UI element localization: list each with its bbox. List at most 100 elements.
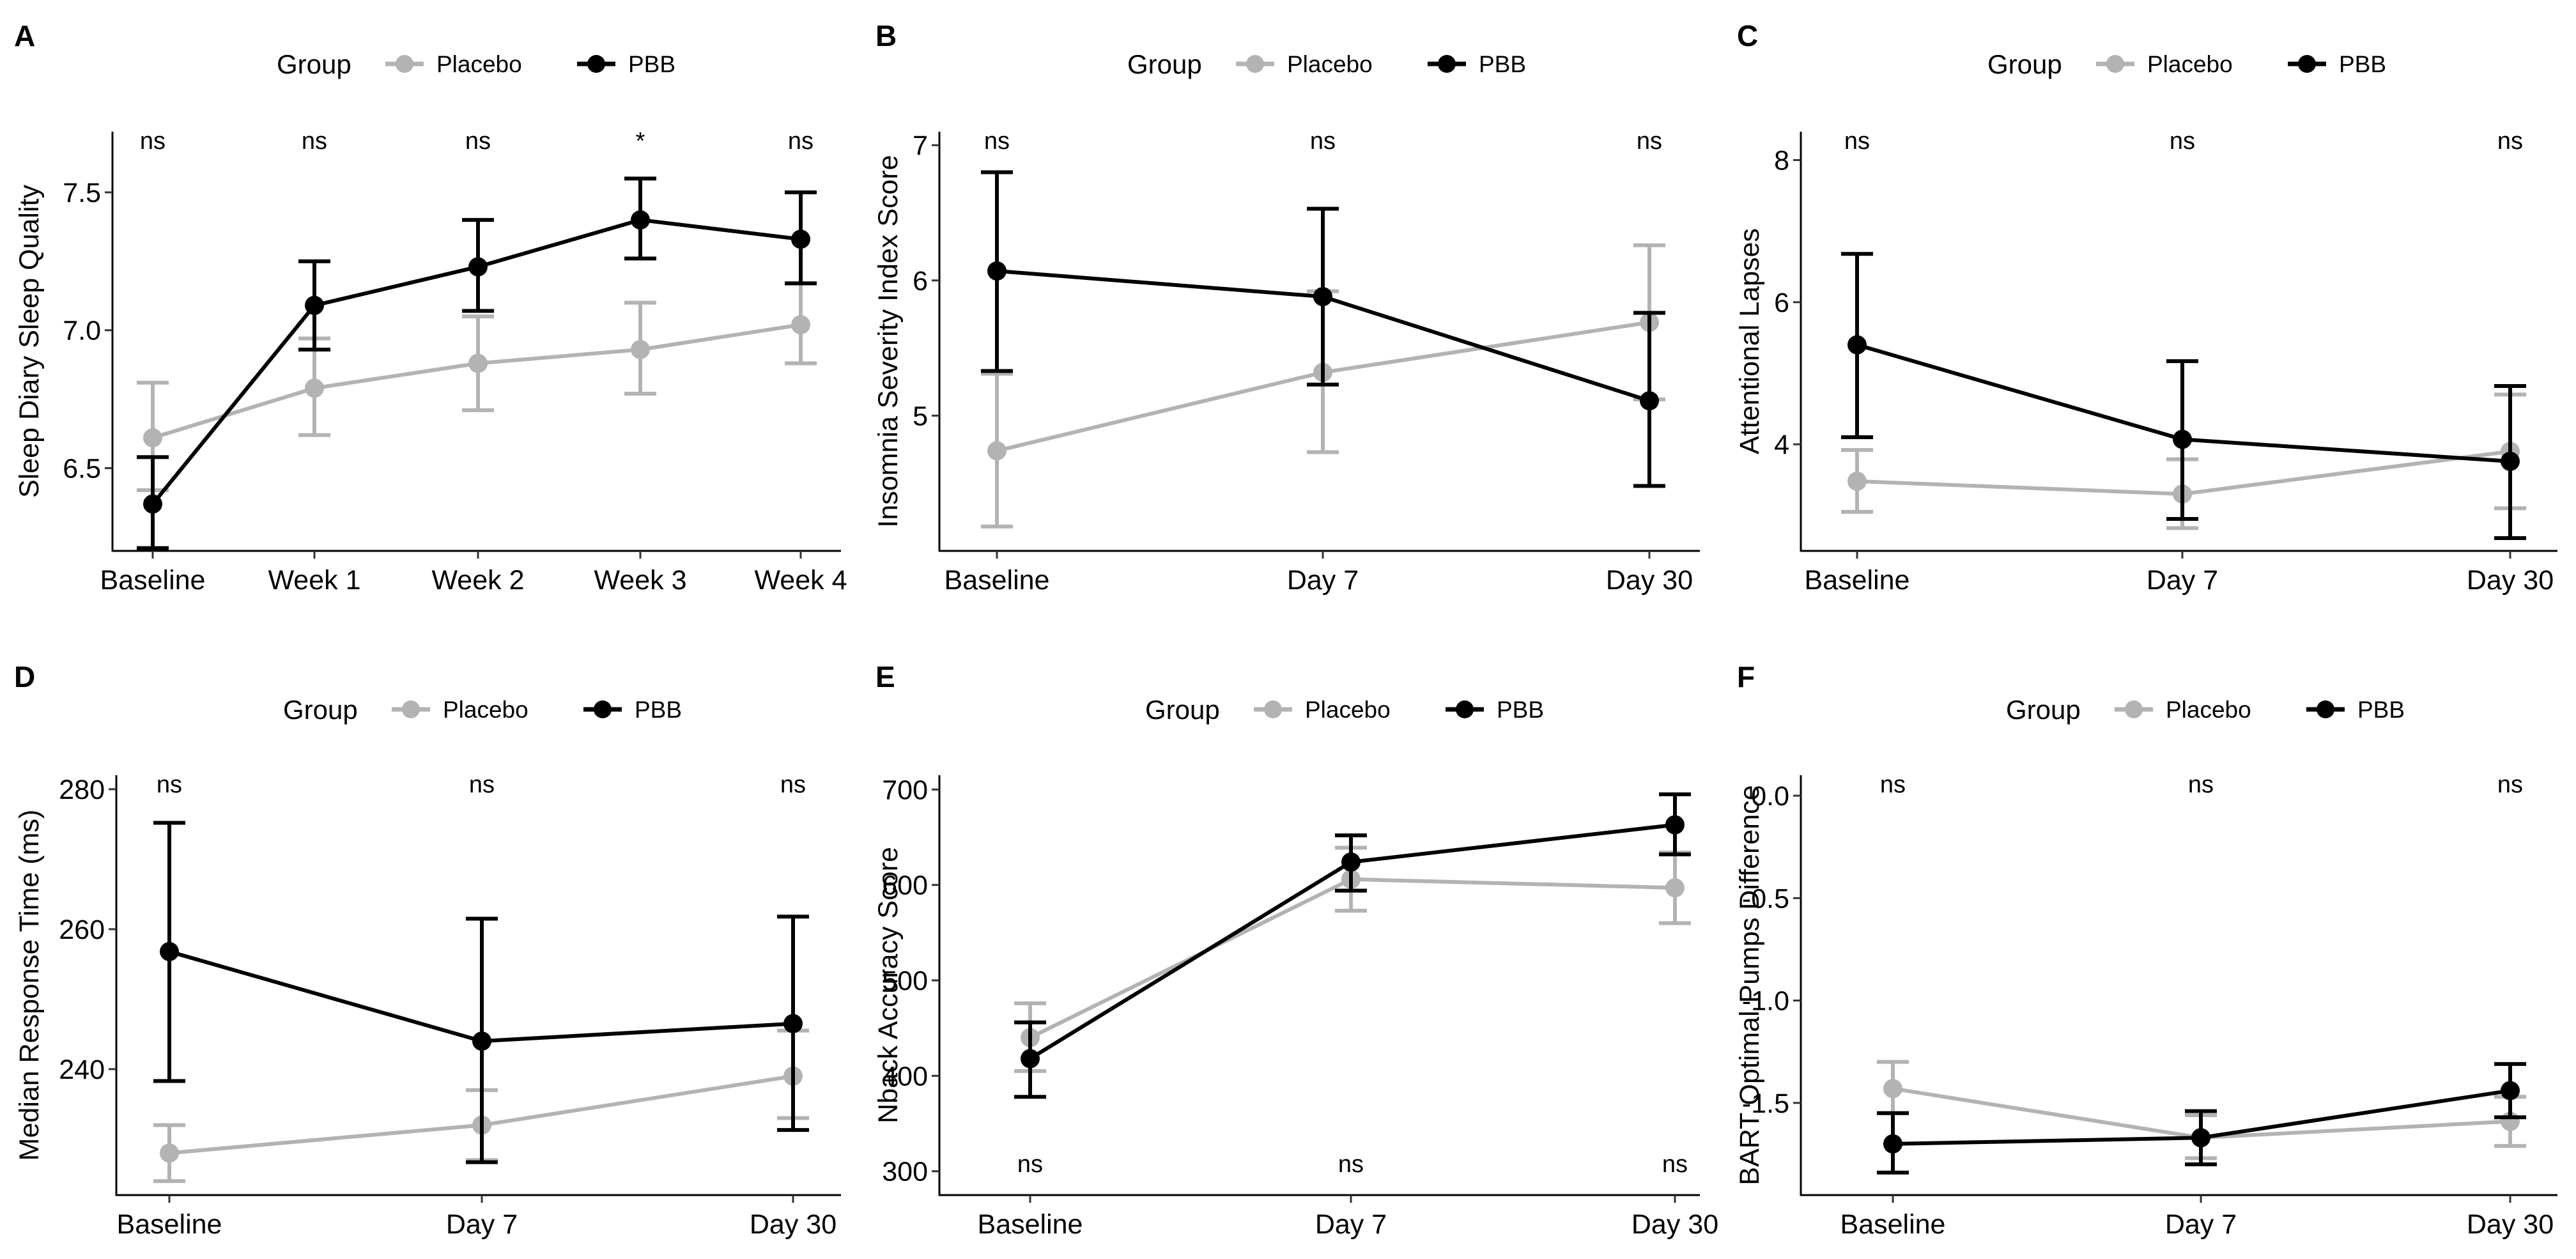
data-point: [472, 1031, 491, 1051]
data-point: [2501, 1081, 2520, 1101]
data-point: [143, 428, 162, 448]
legend-label-placebo: Placebo: [443, 697, 528, 723]
legend-label-placebo: Placebo: [2147, 51, 2233, 77]
y-axis-title: Nback Accuracy Score: [873, 847, 904, 1124]
data-point: [2173, 429, 2192, 449]
panel-d: D Group Placebo PBB 240 260 280 Baseline Day 7 Da…: [14, 660, 841, 1240]
significance-label: ns: [302, 128, 327, 155]
y-tick-label: 7.5: [63, 178, 101, 208]
significance-label: ns: [1844, 128, 1870, 155]
data-point: [1847, 472, 1867, 491]
legend: Group Placebo PBB: [1127, 49, 1526, 79]
significance-label: *: [636, 128, 645, 155]
significance-label: ns: [2497, 771, 2523, 798]
significance-label: ns: [469, 771, 495, 798]
data-point: [1883, 1134, 1902, 1154]
legend-title: Group: [1987, 49, 2062, 79]
x-tick-label: Day 7: [446, 1209, 518, 1240]
significance-label: ns: [984, 128, 1010, 155]
x-tick-label: Week 3: [594, 565, 687, 596]
data-point: [143, 494, 162, 514]
legend-key-marker: [402, 700, 420, 718]
y-tick-label: -1.0: [1742, 986, 1789, 1017]
panel-letter: D: [14, 660, 35, 693]
legend-label-placebo: Placebo: [2166, 697, 2251, 723]
y-tick-label: 600: [882, 870, 928, 901]
legend: Group Placebo PBB: [2006, 695, 2405, 725]
x-tick-label: Day 30: [2467, 1209, 2554, 1240]
x-tick-label: Day 30: [1631, 1209, 1718, 1240]
data-point: [1640, 391, 1659, 411]
series-placebo: [137, 281, 817, 493]
x-tick-label: Day 30: [2467, 565, 2554, 596]
data-point: [783, 1014, 803, 1033]
panel-c: C Group Placebo PBB 4 6 8 Baseline Day 7 Day 30 At…: [1734, 19, 2557, 596]
legend: Group Placebo PBB: [277, 49, 675, 79]
significance-label: ns: [1637, 128, 1662, 155]
data-point: [987, 441, 1006, 461]
panel-letter: B: [875, 19, 897, 52]
x-tick-label: Week 1: [268, 565, 361, 596]
x-tick-label: Day 7: [2147, 565, 2218, 596]
y-tick-label: 8: [1774, 145, 1789, 176]
legend-key-marker: [1246, 55, 1264, 73]
panel-a: A Group Placebo PBB 6.5 7.0 7.5 Baseline Week 1 W…: [14, 19, 847, 596]
legend-title: Group: [1145, 695, 1220, 725]
significance-label: ns: [157, 771, 182, 798]
significance-label: ns: [780, 771, 806, 798]
data-point: [1341, 852, 1361, 872]
data-point: [1883, 1079, 1902, 1099]
y-tick-label: -0.5: [1742, 883, 1789, 914]
series-pbb: [1841, 252, 2526, 540]
y-axis-title: Insomnia Severity Index Score: [873, 155, 904, 527]
significance-label: ns: [1017, 1151, 1043, 1178]
significance-label: ns: [2188, 771, 2214, 798]
series-pbb: [153, 821, 809, 1164]
significance-label: ns: [140, 128, 166, 155]
legend-key-marker: [1264, 700, 1282, 718]
data-point: [1665, 815, 1685, 835]
panel-letter: C: [1737, 19, 1758, 52]
data-point: [987, 261, 1006, 281]
y-tick-label: 300: [882, 1157, 928, 1187]
panel-letter: A: [14, 19, 35, 52]
x-tick-label: Baseline: [1805, 565, 1910, 596]
data-point: [631, 210, 650, 230]
legend-title: Group: [1127, 49, 1202, 79]
panel-b: B Group Placebo PBB 5 6 7 Baseline Day 7 Day 30 In…: [873, 19, 1700, 596]
panel-letter: F: [1737, 660, 1755, 693]
data-point: [160, 1143, 179, 1163]
legend-key-marker: [1456, 700, 1474, 718]
legend-key-marker: [587, 55, 605, 73]
legend: Group Placebo PBB: [283, 695, 682, 725]
y-axis-title: Sleep Diary Sleep Quality: [14, 185, 45, 498]
series-pbb: [1014, 792, 1691, 1099]
legend-key-marker: [2125, 700, 2143, 718]
y-tick-label: 6.5: [63, 454, 101, 484]
y-axis-title: BART Optimal Pumps Difference: [1734, 785, 1765, 1185]
x-tick-label: Baseline: [1840, 1209, 1946, 1240]
legend-key-marker: [594, 700, 612, 718]
panel-f: F Group Placebo PBB -1.5 -1.0 -0.5 0.0 Baseline D…: [1734, 660, 2557, 1240]
x-tick-label: Week 2: [432, 565, 525, 596]
data-point: [468, 257, 488, 277]
x-tick-label: Day 7: [1315, 1209, 1387, 1240]
legend-label-pbb: PBB: [1479, 51, 1526, 77]
legend: Group Placebo PBB: [1987, 49, 2386, 79]
x-tick-label: Day 7: [1287, 565, 1359, 596]
y-tick-label: 240: [59, 1054, 105, 1085]
data-point: [2501, 451, 2520, 471]
series-pbb: [981, 170, 1665, 488]
x-tick-label: Baseline: [117, 1209, 222, 1240]
x-tick-label: Baseline: [978, 1209, 1083, 1240]
y-tick-label: 500: [882, 966, 928, 996]
legend-key-marker: [2106, 55, 2124, 73]
y-tick-label: 6: [1774, 288, 1789, 318]
x-tick-label: Week 4: [755, 565, 847, 596]
data-point: [791, 229, 810, 249]
significance-label: ns: [2170, 128, 2195, 155]
legend-label-pbb: PBB: [2339, 51, 2386, 77]
x-tick-label: Day 30: [750, 1209, 837, 1240]
legend-key-marker: [2298, 55, 2316, 73]
